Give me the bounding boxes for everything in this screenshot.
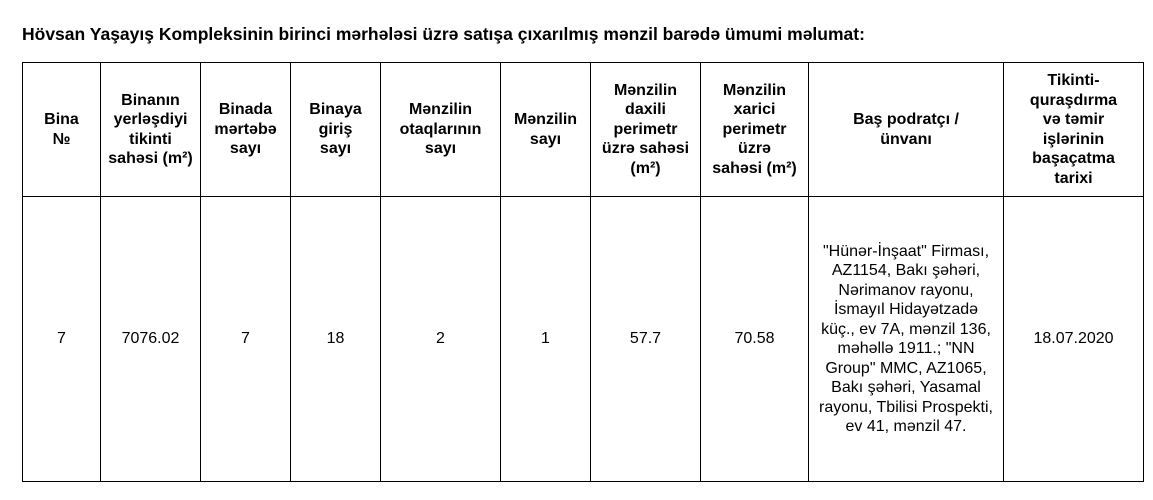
cell-completion-date: 18.07.2020 — [1003, 196, 1144, 482]
document-title: Hövsan Yaşayış Kompleksinin birinci mərh… — [22, 24, 865, 44]
header-inner-area: Mənzilin daxili perimetr üzrə sahəsi (m²… — [590, 62, 701, 197]
header-completion-date: Tikinti-quraşdırma və təmir işlərinin ba… — [1003, 62, 1144, 197]
apartment-info-table: Bina № Binanın yerləşdiyi tikinti sahəsi… — [22, 62, 1144, 482]
header-entrance-count: Binaya giriş sayı — [290, 62, 381, 197]
cell-room-count: 2 — [380, 196, 501, 482]
table-row: 7 7076.02 7 18 2 1 57.7 70.58 "Hünər-İnş… — [22, 196, 1144, 482]
cell-inner-area: 57.7 — [590, 196, 701, 482]
header-room-count: Mənzilin otaqlarının sayı — [380, 62, 501, 197]
table-header-row: Bina № Binanın yerləşdiyi tikinti sahəsi… — [22, 62, 1144, 197]
header-floor-count: Binada mərtəbə sayı — [200, 62, 291, 197]
cell-apartment-count: 1 — [500, 196, 591, 482]
cell-contractor: "Hünər-İnşaat" Firması, AZ1154, Bakı şəh… — [808, 196, 1004, 482]
cell-floor-count: 7 — [200, 196, 291, 482]
cell-construction-area: 7076.02 — [100, 196, 201, 482]
cell-outer-area: 70.58 — [700, 196, 809, 482]
cell-entrance-count: 18 — [290, 196, 381, 482]
header-outer-area: Mənzilin xarici perimetr üzrə sahəsi (m²… — [700, 62, 809, 197]
header-contractor: Baş podratçı / ünvanı — [808, 62, 1004, 197]
header-construction-area: Binanın yerləşdiyi tikinti sahəsi (m²) — [100, 62, 201, 197]
cell-building-number: 7 — [22, 196, 101, 482]
header-building-number: Bina № — [22, 62, 101, 197]
header-apartment-count: Mənzilin sayı — [500, 62, 591, 197]
